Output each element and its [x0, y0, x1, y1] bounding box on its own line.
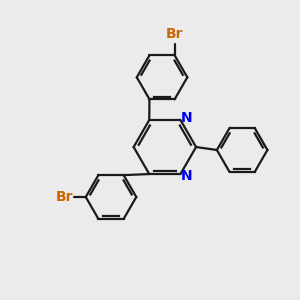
Text: Br: Br	[166, 27, 183, 41]
Text: N: N	[181, 169, 193, 183]
Text: Br: Br	[55, 190, 73, 204]
Text: N: N	[181, 111, 193, 125]
